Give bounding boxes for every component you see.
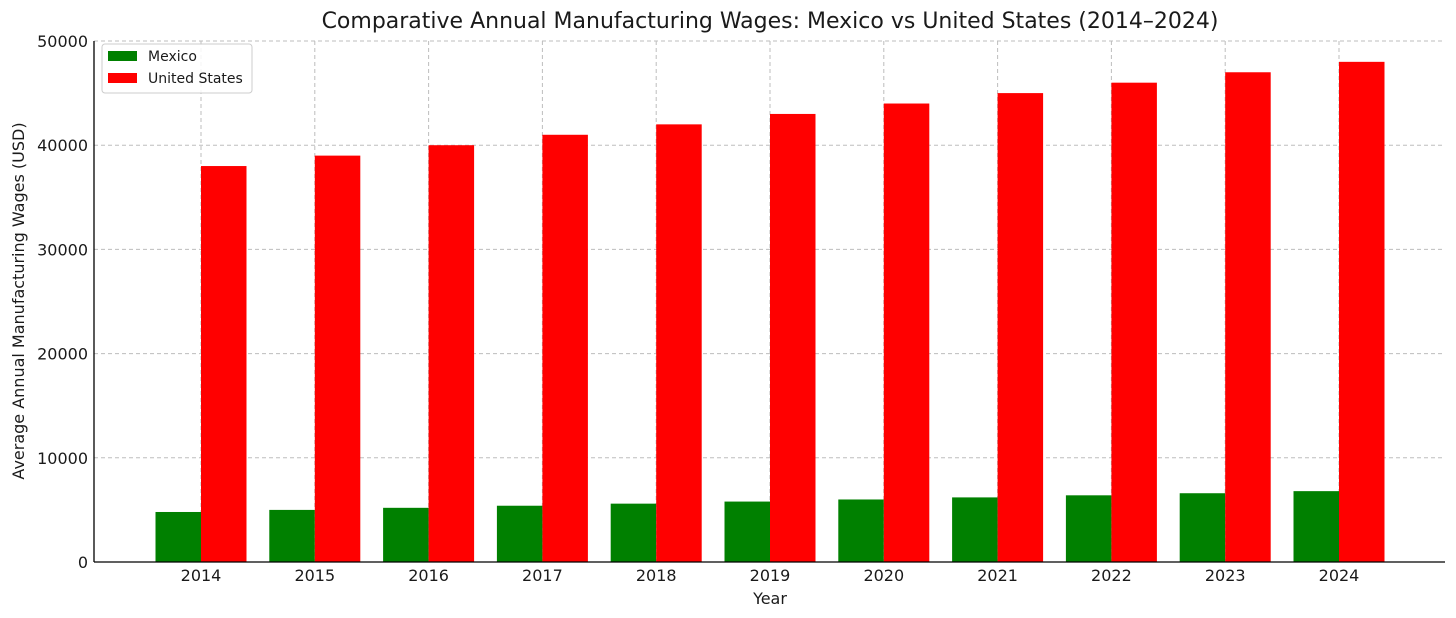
legend-label-mexico: Mexico xyxy=(148,49,197,65)
legend-label-united-states: United States xyxy=(148,71,243,87)
y-axis-label: Average Annual Manufacturing Wages (USD) xyxy=(9,122,28,479)
legend: Mexico United States xyxy=(101,43,253,94)
x-tick-label: 2016 xyxy=(408,566,449,585)
x-tick-label: 2022 xyxy=(1091,566,1132,585)
legend-box xyxy=(101,43,253,94)
y-tick-label: 30000 xyxy=(37,240,88,259)
bar-united-states-2018 xyxy=(656,124,702,563)
x-axis-ticks: 2014 2015 2016 2017 2018 2019 2020 2021 2022 2023… xyxy=(181,566,1360,585)
y-tick-label: 40000 xyxy=(37,136,88,155)
y-tick-label: 20000 xyxy=(37,345,88,364)
bar-mexico-2017 xyxy=(496,505,543,562)
x-tick-label: 2015 xyxy=(294,566,335,585)
x-tick-label: 2021 xyxy=(977,566,1018,585)
x-tick-label: 2017 xyxy=(522,566,563,585)
y-tick-label: 0 xyxy=(78,553,88,572)
bar-united-states-2016 xyxy=(428,145,475,562)
x-tick-label: 2024 xyxy=(1319,566,1360,585)
x-tick-label: 2019 xyxy=(750,566,791,585)
bar-mexico-2014 xyxy=(155,511,201,562)
bar-mexico-2024 xyxy=(1293,491,1339,562)
bar-united-states-2020 xyxy=(883,103,930,563)
legend-swatch-mexico xyxy=(108,51,137,61)
bar-mexico-2020 xyxy=(838,499,884,562)
bar-mexico-2022 xyxy=(1065,495,1112,562)
bar-mexico-2023 xyxy=(1179,493,1226,562)
y-tick-label: 50000 xyxy=(37,32,88,51)
bar-mexico-2018 xyxy=(610,503,657,562)
bar-united-states-2017 xyxy=(542,134,588,562)
bar-united-states-2022 xyxy=(1111,82,1157,563)
bar-united-states-2019 xyxy=(770,113,816,562)
x-tick-label: 2018 xyxy=(636,566,677,585)
bar-mexico-2016 xyxy=(383,507,429,562)
bar-united-states-2023 xyxy=(1225,72,1271,562)
legend-swatch-united-states xyxy=(108,73,137,83)
bars xyxy=(155,61,1385,563)
bar-mexico-2021 xyxy=(952,497,998,562)
x-tick-label: 2014 xyxy=(181,566,222,585)
bar-united-states-2024 xyxy=(1339,61,1385,563)
bar-united-states-2014 xyxy=(201,166,247,563)
chart-title: Comparative Annual Manufacturing Wages: … xyxy=(322,9,1219,34)
y-axis-ticks: 0 10000 20000 30000 40000 50000 xyxy=(37,32,88,572)
y-tick-label: 10000 xyxy=(37,449,88,468)
x-tick-label: 2023 xyxy=(1205,566,1246,585)
bar-united-states-2021 xyxy=(997,93,1044,562)
x-axis-label: Year xyxy=(752,589,787,608)
x-tick-label: 2020 xyxy=(863,566,904,585)
bar-mexico-2015 xyxy=(269,509,315,562)
bar-mexico-2019 xyxy=(724,501,770,562)
bar-united-states-2015 xyxy=(314,155,361,562)
